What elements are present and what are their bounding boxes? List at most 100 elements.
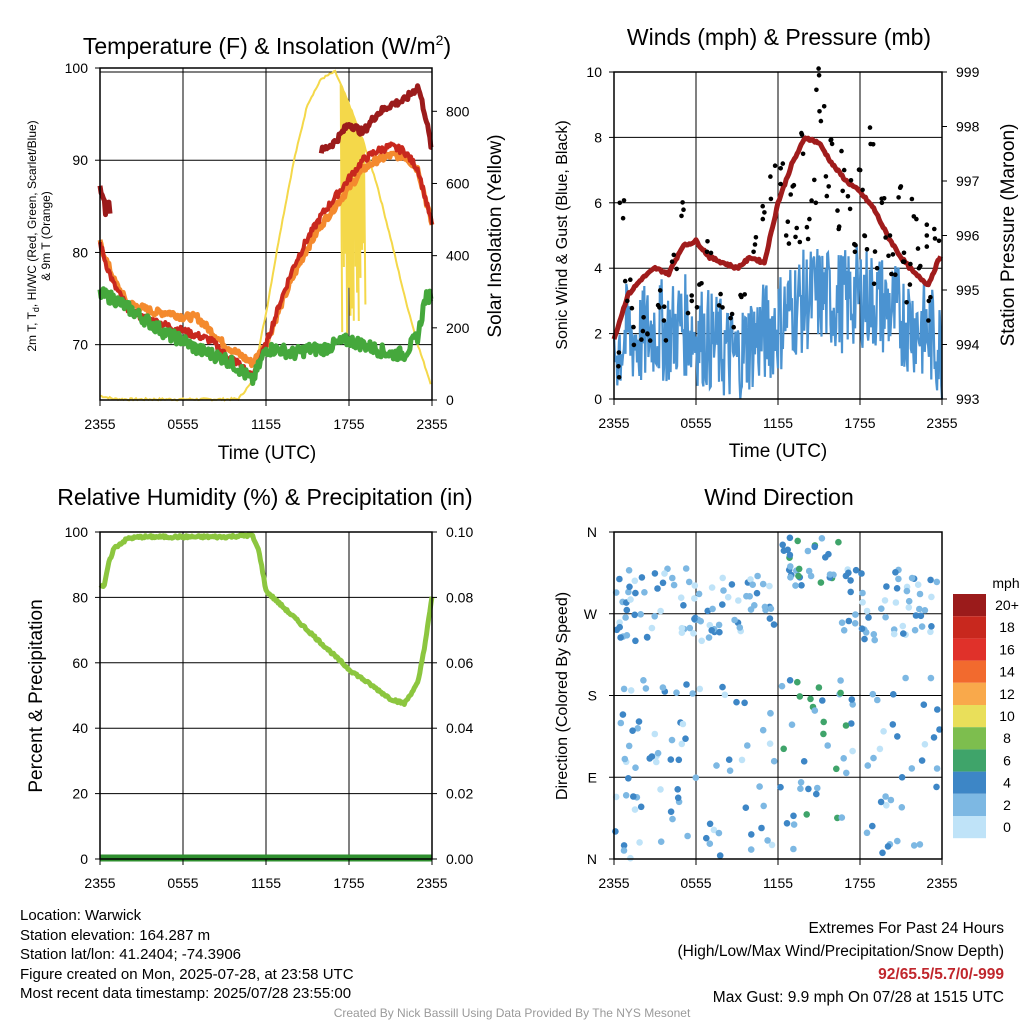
direction-point <box>933 578 941 586</box>
y-tick-label: 4 <box>594 260 602 276</box>
direction-point <box>767 605 775 612</box>
direction-point <box>657 607 664 615</box>
legend-label: 6 <box>1003 752 1011 768</box>
direction-left-label: Direction (Colored By Speed) <box>554 592 571 800</box>
direction-point <box>779 541 786 549</box>
direction-point <box>759 580 767 588</box>
legend-swatch <box>953 660 986 683</box>
gust-point <box>685 310 691 316</box>
station-latlon: Station lat/lon: 41.2404; -74.3906 <box>20 946 242 963</box>
direction-point <box>777 783 784 791</box>
direction-point <box>637 803 645 811</box>
winds-panel-title: Winds (mph) & Pressure (mb) <box>627 24 931 50</box>
x-tick-label: 2355 <box>84 875 115 891</box>
direction-point <box>736 624 744 631</box>
gust-point <box>932 226 937 232</box>
gust-point <box>729 311 735 317</box>
humidity-left-axis-ticks: 0 20 40 60 80 100 <box>65 524 100 867</box>
gust-point <box>797 239 803 245</box>
direction-point <box>870 631 878 638</box>
direction-axis-ticks: N E S W N <box>584 524 614 867</box>
direction-point <box>747 576 754 583</box>
direction-point <box>731 616 738 624</box>
direction-point <box>786 551 794 559</box>
direction-point <box>631 577 639 585</box>
direction-point <box>824 742 831 749</box>
gust-point <box>824 193 830 199</box>
y-tick-label: 20 <box>72 786 88 802</box>
gust-point <box>669 259 675 265</box>
gust-point <box>932 236 938 241</box>
gust-point <box>813 200 819 206</box>
gust-point <box>926 318 931 323</box>
y-tick-label: 997 <box>956 173 980 189</box>
direction-point <box>882 613 889 621</box>
y-tick-label: 400 <box>446 248 470 264</box>
direction-point <box>612 828 619 835</box>
x-tick-label: 2355 <box>926 875 957 891</box>
direction-point <box>696 685 704 693</box>
gust-point <box>772 163 778 168</box>
direction-point <box>733 698 740 706</box>
direction-point <box>703 834 710 842</box>
gust-point <box>778 181 783 187</box>
direction-time-ticks: 2355 0555 1155 1755 2355 <box>598 859 958 891</box>
direction-point <box>882 793 889 800</box>
gust-point <box>926 298 932 304</box>
gust-point <box>689 293 694 298</box>
gust-point <box>694 305 700 310</box>
gust-point <box>739 294 744 300</box>
direction-point <box>804 547 812 555</box>
direction-point <box>680 602 687 609</box>
direction-point <box>903 587 911 595</box>
direction-point <box>669 574 676 582</box>
gust-point <box>915 246 921 251</box>
direction-point <box>634 725 641 732</box>
direction-point <box>826 571 834 578</box>
gust-point <box>852 249 858 255</box>
direction-point <box>651 570 659 577</box>
y-tick-label: 0.10 <box>446 524 473 540</box>
x-tick-label: 1755 <box>844 875 875 891</box>
direction-point <box>814 784 821 792</box>
y-tick-label: 0.06 <box>446 655 473 671</box>
direction-point <box>616 619 623 626</box>
gust-point <box>907 282 913 287</box>
direction-point <box>811 543 818 551</box>
insolation-right-axis-ticks: 0 200 400 600 800 <box>432 103 470 408</box>
winds-left-label: Sonic Wind & Gust (Blue, Black) <box>554 120 571 349</box>
temperature-left-label-line2: & 9m T (Orange) <box>39 191 53 281</box>
y-tick-label: 0.08 <box>446 589 473 605</box>
direction-point <box>627 596 634 603</box>
direction-point <box>678 740 686 748</box>
direction-point <box>637 611 644 618</box>
direction-point <box>657 838 665 845</box>
direction-point <box>659 579 667 587</box>
gust-point <box>812 177 817 183</box>
gust-point <box>631 324 636 330</box>
direction-point <box>849 747 856 755</box>
direction-point <box>877 798 885 806</box>
temperature-panel: Temperature (F) & Insolation (W/m2) 70 80… <box>25 32 506 464</box>
legend-swatch <box>953 594 986 617</box>
extremes-values: 92/65.5/5.7/0/-999 <box>878 966 1004 983</box>
direction-point <box>881 597 889 604</box>
gust-point <box>818 118 824 124</box>
gust-point <box>890 252 896 257</box>
direction-point <box>879 849 886 857</box>
x-tick-label: 0555 <box>680 415 711 431</box>
temperature-series <box>97 69 435 402</box>
direction-point <box>880 728 887 735</box>
direction-point <box>840 627 848 634</box>
direction-point <box>778 682 786 690</box>
direction-point <box>742 804 750 811</box>
direction-point <box>622 614 629 621</box>
legend-label: 12 <box>999 686 1015 702</box>
direction-point <box>822 554 829 561</box>
direction-point <box>790 845 797 853</box>
direction-point <box>648 624 656 632</box>
y-tick-label: N <box>587 524 597 540</box>
direction-point <box>706 840 714 847</box>
direction-point <box>673 689 680 696</box>
x-tick-label: 2355 <box>926 415 957 431</box>
